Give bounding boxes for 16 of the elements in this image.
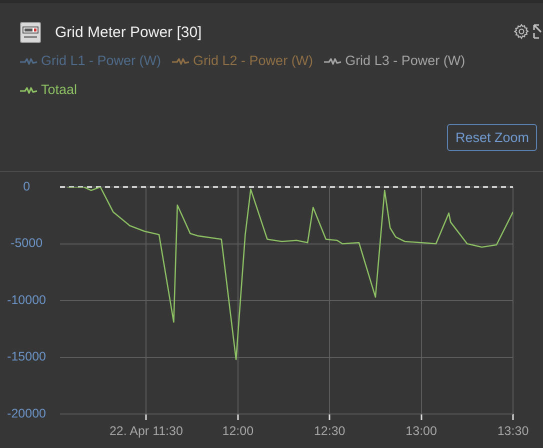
y-tick-label: -5000 [10, 236, 43, 250]
chart-title: Grid Meter Power [30] [55, 23, 202, 43]
reset-zoom-button[interactable]: Reset Zoom [447, 124, 537, 151]
legend-label: Grid L1 - Power (W) [41, 52, 162, 70]
legend-label: Grid L3 - Power (W) [345, 52, 466, 70]
y-tick-label: -15000 [7, 350, 46, 364]
y-tick-label: 0 [23, 179, 30, 194]
x-tick-label: 12:30 [314, 424, 346, 438]
legend-label: Grid L2 - Power (W) [193, 52, 314, 70]
legend-label: Totaal [41, 81, 78, 99]
y-tick-label: -10000 [7, 292, 46, 307]
x-tick-label: 13:00 [406, 424, 437, 438]
y-tick-label: -20000 [7, 406, 46, 420]
x-tick-label: 22. Apr 11:30 [109, 424, 183, 438]
x-tick-label: 12:00 [222, 424, 254, 438]
x-tick-label: 13:30 [497, 424, 529, 438]
